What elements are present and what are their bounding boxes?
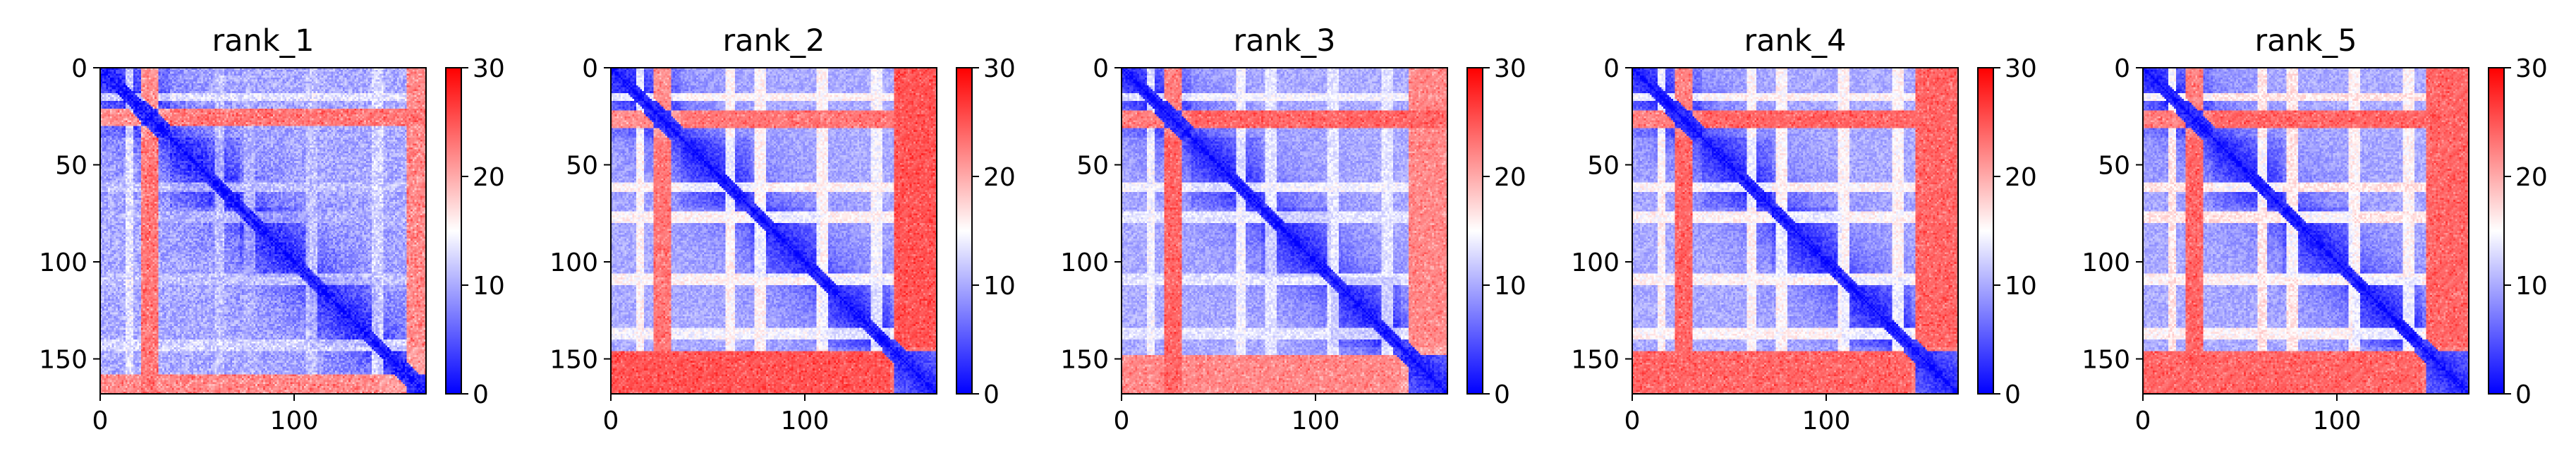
colorbar-tick-label: 20 [2515, 163, 2548, 192]
heatmap-panel: rank_2 0 100 0 50 100 150 0 10 20 30 [549, 23, 1016, 435]
y-tick-label: 0 [71, 54, 87, 83]
y-tick-label: 100 [1060, 248, 1109, 277]
colorbar-tick-label: 0 [473, 380, 489, 409]
x-tick-label: 0 [2135, 407, 2151, 435]
colorbar-tick-label: 30 [473, 54, 505, 83]
y-tick-label: 50 [2098, 152, 2130, 181]
colorbar [446, 68, 461, 394]
heatmap-image [1632, 68, 1958, 394]
colorbar-tick-label: 0 [2005, 380, 2021, 409]
y-tick-label: 150 [1060, 346, 1109, 375]
colorbar-frame [956, 67, 973, 395]
x-tick-label: 100 [2313, 407, 2362, 435]
y-tick-label: 100 [2082, 248, 2130, 277]
colorbar-tick-label: 20 [1494, 163, 1526, 192]
y-tick-label: 0 [1603, 54, 1620, 83]
plot-frame [1632, 67, 1959, 395]
y-tick-label: 150 [2082, 346, 2130, 375]
colorbar-tick-label: 30 [2005, 54, 2037, 83]
colorbar-tick-label: 30 [1494, 54, 1526, 83]
y-tick-label: 50 [55, 152, 87, 181]
y-tick-label: 0 [1093, 54, 1109, 83]
x-tick-label: 100 [270, 407, 319, 435]
x-tick-label: 100 [1802, 407, 1851, 435]
y-tick-label: 100 [39, 248, 87, 277]
y-tick-label: 50 [1076, 152, 1109, 181]
colorbar-tick-label: 10 [2005, 272, 2037, 301]
colorbar [1978, 68, 1993, 394]
panel-title: rank_2 [722, 23, 825, 59]
plot-frame [1121, 67, 1448, 395]
y-tick-label: 150 [549, 346, 598, 375]
heatmap-image [1122, 68, 1447, 394]
colorbar-frame [1466, 67, 1483, 395]
colorbar-tick-label: 20 [473, 163, 505, 192]
plot-frame [2142, 67, 2469, 395]
y-tick-label: 0 [2114, 54, 2130, 83]
colorbar [2489, 68, 2504, 394]
heatmap-image [100, 68, 426, 394]
x-tick-label: 0 [603, 407, 619, 435]
heatmap-panel: rank_5 0 100 0 50 100 150 0 10 20 30 [2082, 23, 2548, 435]
x-tick-label: 100 [1292, 407, 1340, 435]
heatmap-panel: rank_1 0 100 0 50 100 150 0 10 20 30 [39, 23, 505, 435]
colorbar-frame [2488, 67, 2505, 395]
panel-title: rank_3 [1233, 23, 1335, 59]
x-tick-label: 0 [92, 407, 109, 435]
colorbar-tick-label: 10 [1494, 272, 1526, 301]
y-tick-label: 100 [1571, 248, 1620, 277]
plot-frame [99, 67, 427, 395]
panel-title: rank_4 [1744, 23, 1846, 59]
x-tick-label: 0 [1624, 407, 1641, 435]
y-tick-label: 100 [549, 248, 598, 277]
colorbar-tick-label: 10 [2515, 272, 2548, 301]
heatmap-panel: rank_3 0 100 0 50 100 150 0 10 20 30 [1060, 23, 1526, 435]
plot-frame [610, 67, 937, 395]
y-tick-label: 0 [582, 54, 598, 83]
heatmap-image [611, 68, 937, 394]
colorbar-tick-label: 0 [983, 380, 1000, 409]
colorbar [956, 68, 972, 394]
colorbar-tick-label: 0 [1494, 380, 1510, 409]
colorbar-tick-label: 20 [983, 163, 1016, 192]
x-tick-label: 0 [1114, 407, 1130, 435]
colorbar-frame [1977, 67, 1994, 395]
y-tick-label: 150 [39, 346, 87, 375]
y-tick-label: 50 [1587, 152, 1620, 181]
panel-title: rank_1 [212, 23, 314, 59]
panel-title: rank_5 [2254, 23, 2357, 59]
colorbar-tick-label: 0 [2515, 380, 2532, 409]
colorbar-tick-label: 20 [2005, 163, 2037, 192]
colorbar [1467, 68, 1483, 394]
colorbar-frame [445, 67, 462, 395]
colorbar-tick-label: 30 [2515, 54, 2548, 83]
y-tick-label: 50 [566, 152, 598, 181]
colorbar-tick-label: 10 [473, 272, 505, 301]
x-tick-label: 100 [781, 407, 830, 435]
heatmap-image [2143, 68, 2469, 394]
heatmap-panel: rank_4 0 100 0 50 100 150 0 10 20 30 [1571, 23, 2037, 435]
colorbar-tick-label: 30 [983, 54, 1016, 83]
y-tick-label: 150 [1571, 346, 1620, 375]
colorbar-tick-label: 10 [983, 272, 1016, 301]
